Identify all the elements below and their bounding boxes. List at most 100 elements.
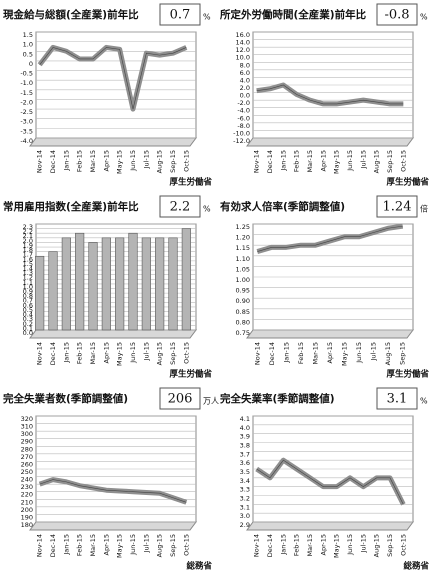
x-tick-label: Oct-15 bbox=[182, 534, 190, 556]
chart-title: 所定外労働時間(全産業)前年比 bbox=[220, 8, 367, 21]
chart-title: 現金給与総額(全産業)前年比 bbox=[3, 8, 139, 21]
y-tick-label: 0.90 bbox=[236, 297, 250, 305]
source: 総務省 bbox=[403, 561, 429, 572]
value-box bbox=[376, 3, 418, 26]
unit: % bbox=[420, 397, 428, 406]
y-tick-label: 2.0 bbox=[240, 84, 250, 92]
y-tick-label: 0.2 bbox=[23, 320, 33, 328]
x-tick-label: Jan-15 bbox=[282, 342, 290, 364]
x-tick-label: Mar-15 bbox=[306, 534, 314, 556]
y-tick-label: 3.9 bbox=[240, 433, 250, 441]
y-tick-label: 1.05 bbox=[236, 265, 250, 273]
plot-floor bbox=[29, 137, 197, 147]
x-tick-label: Jul-15 bbox=[359, 534, 367, 553]
y-tick-label: 0.80 bbox=[236, 318, 250, 326]
x-tick-label: Sep-15 bbox=[169, 150, 177, 173]
y-tick-label: 1.0 bbox=[23, 283, 33, 291]
y-tick-label: 2.2 bbox=[23, 228, 33, 236]
y-tick-label: 260 bbox=[21, 460, 33, 468]
bar bbox=[115, 237, 125, 331]
plot-floor bbox=[246, 137, 414, 147]
y-tick-label: 1.5 bbox=[23, 31, 33, 39]
x-tick-label: Apr-15 bbox=[102, 534, 110, 555]
x-tick-label: Dec-14 bbox=[268, 342, 276, 365]
source: 厚生労働省 bbox=[386, 369, 429, 380]
x-tick-label: Jan-15 bbox=[62, 150, 70, 172]
x-tick-label: Mar-15 bbox=[89, 342, 97, 364]
x-tick-label: Feb-15 bbox=[76, 342, 84, 364]
x-tick-label: Aug-15 bbox=[373, 150, 381, 173]
y-tick-label: 0.85 bbox=[236, 308, 250, 316]
x-tick-label: Sep-15 bbox=[386, 534, 394, 557]
x-tick-label: Aug-15 bbox=[156, 150, 164, 173]
unit: % bbox=[203, 13, 211, 22]
bar bbox=[181, 228, 191, 331]
chart-title: 完全失業率(季節調整値) bbox=[220, 392, 335, 405]
y-tick-label: -6.0 bbox=[237, 114, 250, 122]
x-tick-label: Jun-15 bbox=[129, 342, 137, 364]
bar bbox=[155, 237, 165, 331]
x-tick-label: Dec-14 bbox=[266, 150, 274, 173]
y-tick-label: -3.5 bbox=[20, 127, 33, 135]
unit: % bbox=[203, 205, 211, 214]
y-tick-label: 3.7 bbox=[240, 450, 250, 458]
y-tick-label: -3.0 bbox=[20, 118, 33, 126]
current-value: 1.24 bbox=[383, 200, 412, 215]
unit: 万人 bbox=[203, 397, 219, 406]
source: 総務省 bbox=[186, 561, 212, 572]
y-tick-label: -8.0 bbox=[237, 122, 250, 130]
y-tick-label: 190 bbox=[21, 513, 33, 521]
x-tick-label: Sep-15 bbox=[386, 150, 394, 173]
y-tick-label: 0.9 bbox=[23, 288, 33, 296]
y-tick-label: 0.0 bbox=[240, 92, 250, 100]
y-tick-label: 0.95 bbox=[236, 287, 250, 295]
y-tick-label: 240 bbox=[21, 476, 33, 484]
y-tick-label: 0 bbox=[29, 60, 33, 68]
y-tick-label: 3.6 bbox=[240, 459, 250, 467]
x-tick-label: Jul-15 bbox=[142, 342, 150, 361]
current-value: 3.1 bbox=[387, 392, 408, 407]
y-tick-label: 3.4 bbox=[240, 477, 250, 485]
bar bbox=[48, 251, 58, 331]
x-tick-label: Sep-15 bbox=[399, 342, 407, 365]
y-tick-label: 14.0 bbox=[236, 39, 250, 47]
y-tick-label: 2.9 bbox=[240, 521, 250, 529]
x-tick-label: Jan-15 bbox=[279, 534, 287, 556]
y-tick-label: 200 bbox=[21, 506, 33, 514]
x-tick-label: Oct-15 bbox=[182, 342, 190, 364]
chart-title: 常用雇用指数(全産業)前年比 bbox=[3, 200, 139, 213]
y-tick-label: 0.6 bbox=[23, 301, 33, 309]
x-tick-label: Nov-14 bbox=[253, 150, 261, 173]
y-tick-label: 280 bbox=[21, 445, 33, 453]
y-tick-label: 0.5 bbox=[23, 50, 33, 58]
x-tick-label: Aug-15 bbox=[373, 534, 381, 557]
bar bbox=[168, 237, 178, 331]
source: 厚生労働省 bbox=[386, 177, 429, 188]
current-value: 0.7 bbox=[170, 8, 191, 23]
y-tick-label: 270 bbox=[21, 453, 33, 461]
y-tick-label: 3.2 bbox=[240, 495, 250, 503]
y-tick-label: 2.0 bbox=[23, 237, 33, 245]
x-tick-label: Oct-15 bbox=[399, 534, 407, 556]
x-tick-label: Sep-15 bbox=[169, 342, 177, 365]
current-value: 2.2 bbox=[170, 200, 191, 215]
x-tick-label: Jul-15 bbox=[142, 534, 150, 553]
y-tick-label: 3.3 bbox=[240, 486, 250, 494]
x-tick-label: Dec-14 bbox=[49, 150, 57, 173]
y-tick-label: 1.9 bbox=[23, 241, 33, 249]
y-tick-label: 320 bbox=[21, 415, 33, 423]
line-edge bbox=[39, 479, 187, 503]
y-tick-label: 0.0 bbox=[23, 329, 33, 337]
x-tick-label: Nov-14 bbox=[253, 342, 261, 365]
x-tick-label: Aug-15 bbox=[156, 342, 164, 365]
y-tick-label: 3.8 bbox=[240, 442, 250, 450]
y-tick-label: 12.0 bbox=[236, 46, 250, 54]
y-tick-label: 210 bbox=[21, 498, 33, 506]
x-tick-label: Nov-14 bbox=[253, 534, 261, 557]
bar bbox=[128, 232, 138, 331]
y-tick-label: 0.7 bbox=[23, 297, 33, 305]
y-tick-label: 1.15 bbox=[236, 244, 250, 252]
x-tick-label: Apr-15 bbox=[102, 342, 110, 363]
x-tick-label: Aug-15 bbox=[156, 534, 164, 557]
value-box bbox=[159, 3, 201, 26]
